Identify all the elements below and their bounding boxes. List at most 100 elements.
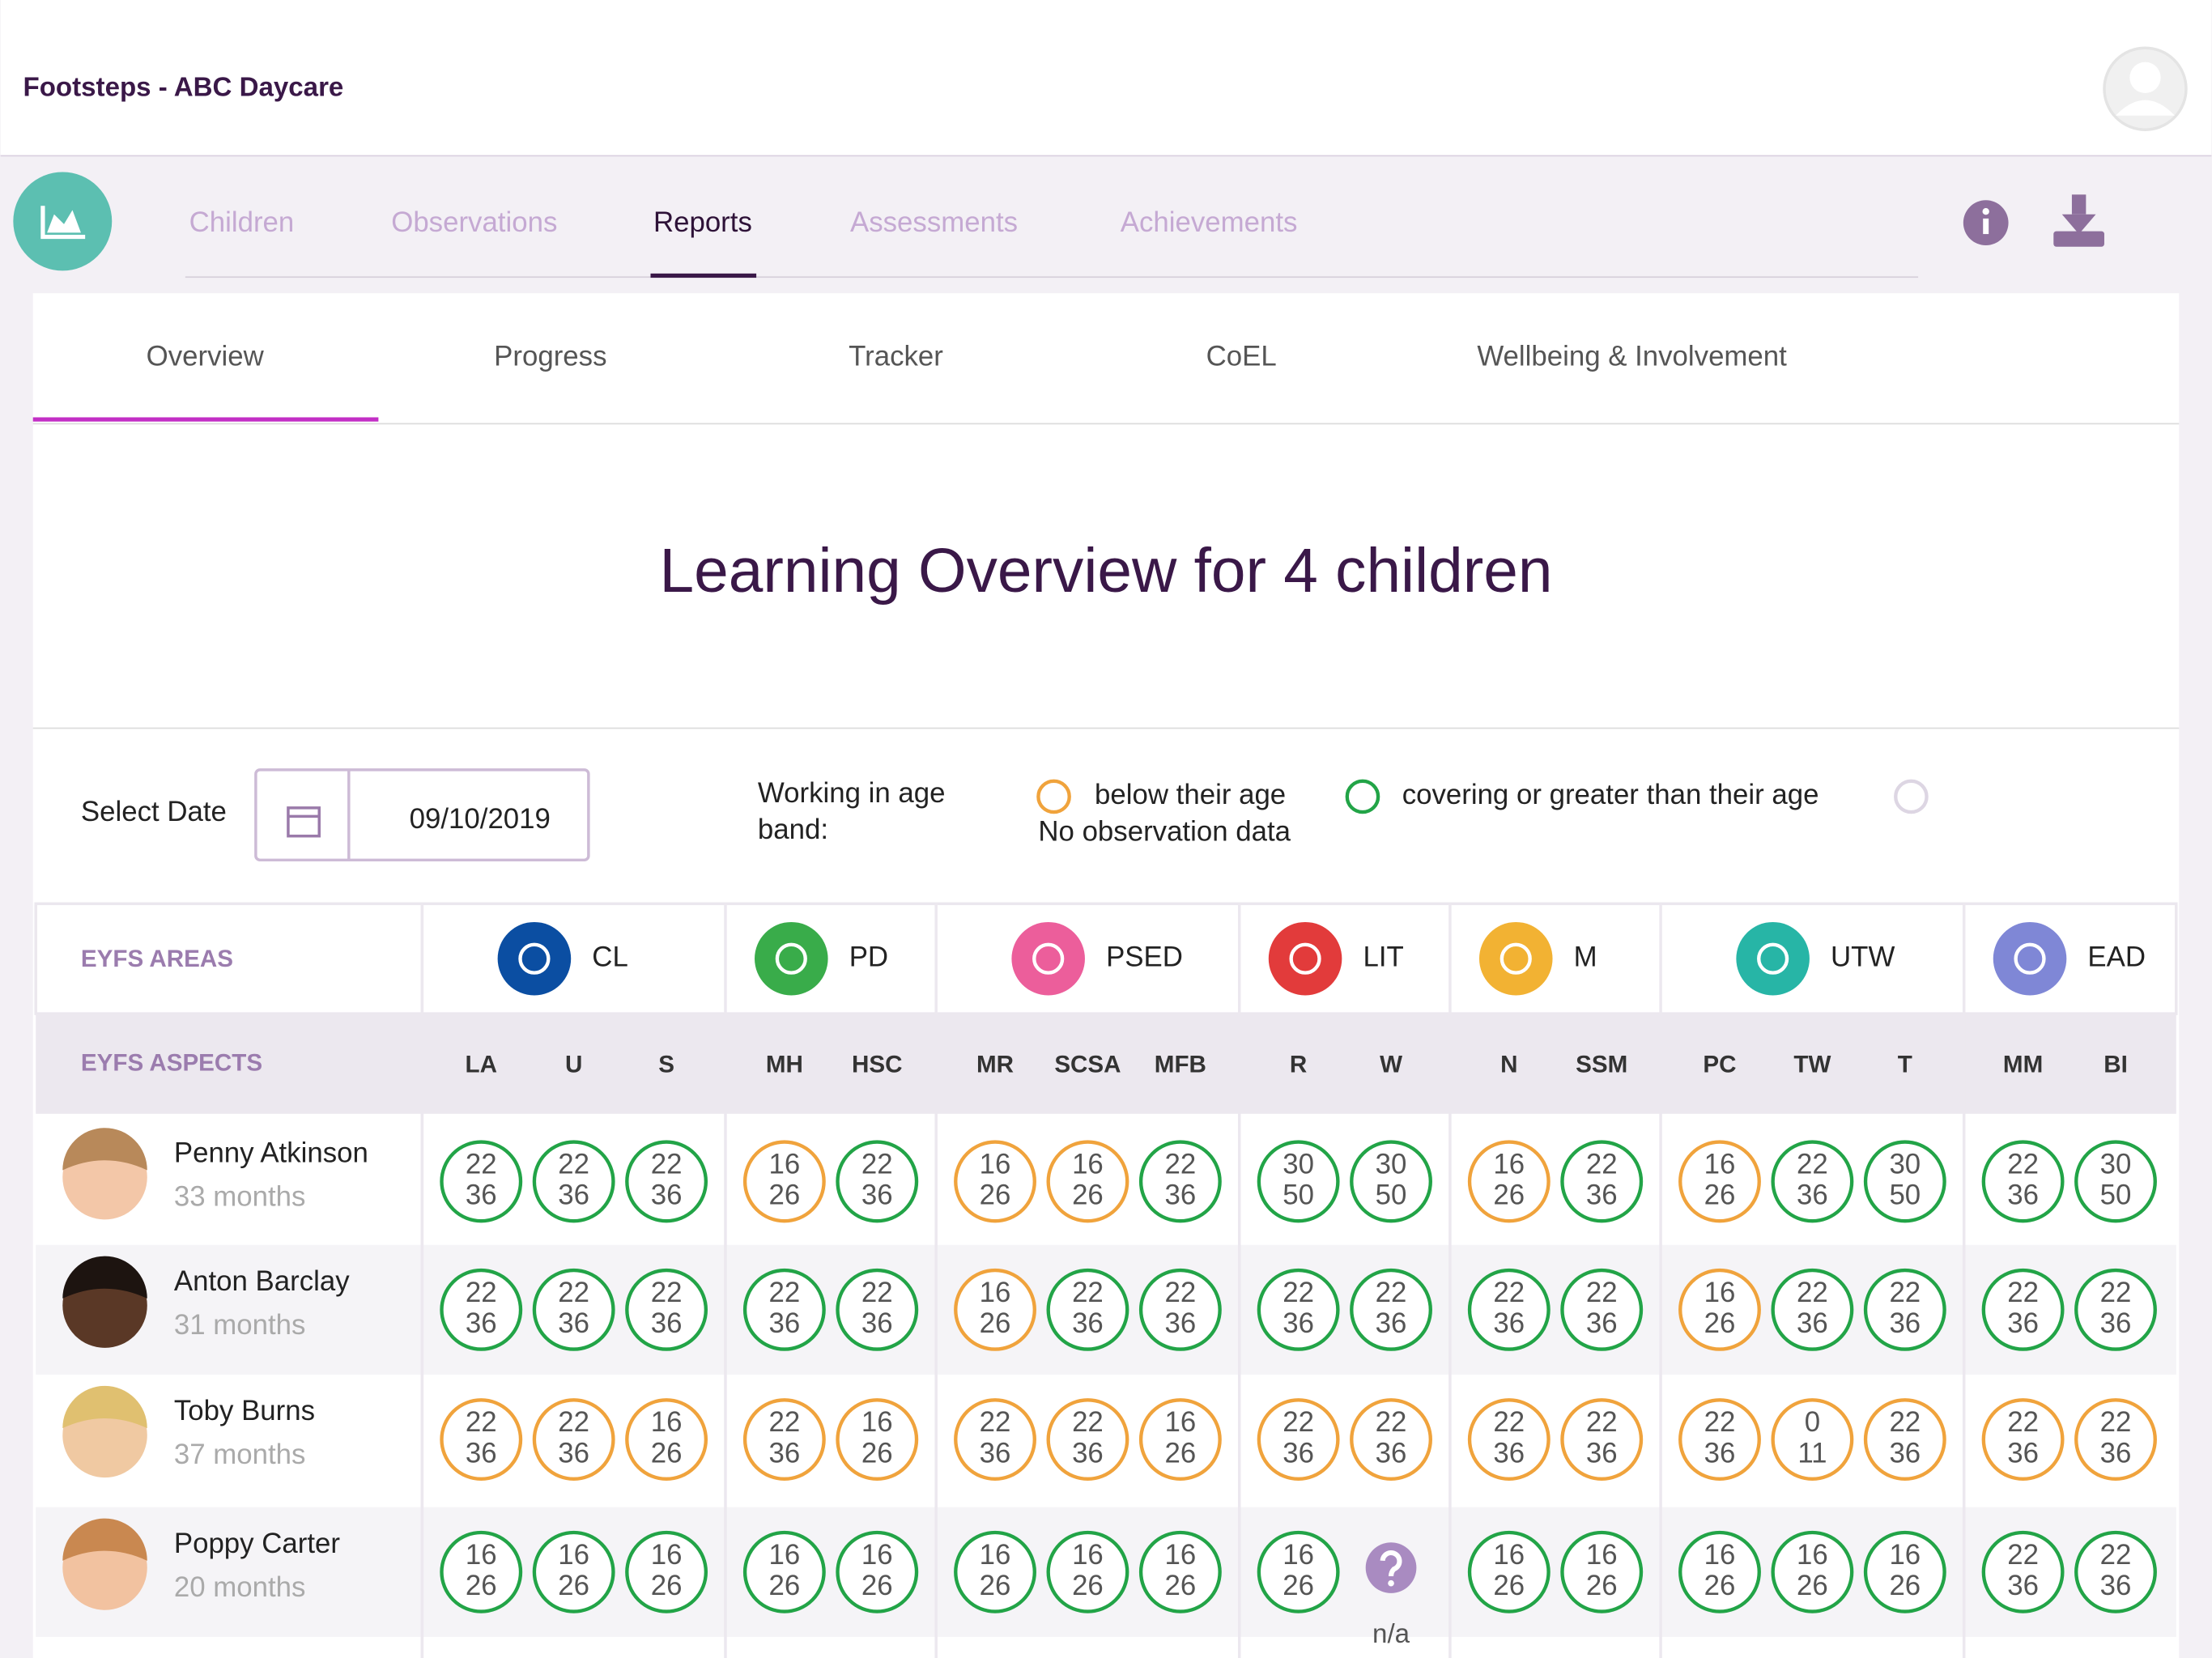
band-to: 36: [1072, 1437, 1104, 1469]
app-title: Footsteps - ABC Daycare: [23, 72, 344, 102]
band-circle: [742, 1530, 826, 1613]
band-to: 36: [1704, 1437, 1736, 1469]
band-from: 16: [1072, 1148, 1104, 1180]
band-from: 22: [1493, 1406, 1525, 1438]
child-age: 20 months: [174, 1571, 306, 1603]
area-icon: [1993, 921, 2067, 996]
info-button[interactable]: [1963, 200, 2009, 246]
band-circle: [1467, 1140, 1551, 1223]
band-from: 16: [861, 1406, 893, 1438]
band-from: 22: [558, 1148, 589, 1180]
band-circle: [1467, 1398, 1551, 1482]
band-to: 36: [861, 1307, 893, 1339]
subnav-tab[interactable]: Progress: [494, 341, 606, 372]
band-to: 36: [1493, 1437, 1525, 1469]
band-to: 26: [1164, 1437, 1196, 1469]
band-from: 22: [1586, 1148, 1618, 1180]
band-circle: [1863, 1530, 1946, 1613]
band-circle: [1257, 1268, 1340, 1351]
band-from: 22: [861, 1148, 893, 1180]
band-from: 22: [2007, 1406, 2039, 1438]
band-circle: [836, 1398, 919, 1482]
aspect-name: SSM: [1576, 1051, 1627, 1078]
subnav-tab[interactable]: Tracker: [849, 341, 943, 372]
area-icon-glyph: [1032, 942, 1065, 975]
band-to: 26: [651, 1437, 683, 1469]
band-from: 16: [1493, 1539, 1525, 1571]
band-to: 36: [2007, 1437, 2039, 1469]
nav-tab[interactable]: Reports: [653, 206, 752, 238]
band-circle: [532, 1268, 615, 1351]
child-age: 37 months: [174, 1439, 306, 1470]
band-circle: [2074, 1140, 2157, 1223]
band-to: 26: [861, 1437, 893, 1469]
cell-label: n/a: [1372, 1619, 1410, 1649]
band-circle: [532, 1530, 615, 1613]
band-circle: [1257, 1398, 1340, 1482]
area-name: CL: [592, 941, 628, 972]
nav-tab[interactable]: Children: [189, 206, 295, 238]
band-to: 26: [1586, 1570, 1618, 1601]
band-from: 22: [1072, 1277, 1104, 1308]
band-from: 22: [980, 1406, 1011, 1438]
band-from: 16: [466, 1539, 497, 1571]
band-to: 50: [1889, 1180, 1921, 1211]
band-circle: [1350, 1140, 1432, 1223]
area-name: PSED: [1106, 941, 1183, 972]
band-circle: [1350, 1398, 1432, 1482]
date-value[interactable]: 09/10/2019: [410, 803, 551, 835]
band-to: 50: [2100, 1180, 2132, 1211]
band-from: 22: [861, 1277, 893, 1308]
band-from: 22: [1164, 1277, 1196, 1308]
aspect-name: R: [1290, 1051, 1307, 1078]
band-to: 26: [768, 1180, 800, 1211]
band-circle: [1981, 1268, 2065, 1351]
band-to: 36: [1283, 1437, 1314, 1469]
aspects-label: EYFS ASPECTS: [81, 1050, 262, 1077]
area-icon-glyph: [518, 942, 551, 975]
band-circle: [742, 1140, 826, 1223]
area-name: UTW: [1831, 941, 1895, 972]
date-picker[interactable]: [254, 768, 590, 862]
band-from: 16: [1164, 1539, 1196, 1571]
band-to: 36: [2100, 1437, 2132, 1469]
band-to: 36: [651, 1307, 683, 1339]
aspect-name: BI: [2104, 1051, 2128, 1078]
band-to: 26: [980, 1307, 1011, 1339]
aspect-name: S: [658, 1051, 674, 1078]
download-button[interactable]: [2053, 194, 2104, 247]
profile-avatar[interactable]: [2103, 46, 2188, 131]
band-from: 16: [1072, 1539, 1104, 1571]
band-to: 11: [1797, 1437, 1827, 1469]
child-name: Poppy Carter: [174, 1528, 341, 1559]
band-from: 22: [1376, 1277, 1407, 1308]
band-from: 22: [1493, 1277, 1525, 1308]
aspect-name: HSC: [852, 1051, 902, 1078]
band-from: 22: [558, 1406, 589, 1438]
child-age: 33 months: [174, 1180, 306, 1212]
band-from: 22: [1376, 1406, 1407, 1438]
nav-tab[interactable]: Observations: [391, 206, 557, 238]
aspect-name: TW: [1793, 1051, 1831, 1078]
band-circle: [1046, 1398, 1129, 1482]
band-to: 36: [980, 1437, 1011, 1469]
band-to: 36: [2007, 1570, 2039, 1601]
avatar-hair: [62, 1385, 147, 1429]
aspect-name: LA: [466, 1051, 497, 1078]
nav-tab[interactable]: Achievements: [1121, 206, 1298, 238]
band-from: 22: [1889, 1277, 1921, 1308]
band-to: 36: [1283, 1307, 1314, 1339]
band-circle: [2074, 1268, 2157, 1351]
band-from: 22: [2007, 1539, 2039, 1571]
subnav-tab[interactable]: Wellbeing & Involvement: [1477, 341, 1787, 372]
nav-tab[interactable]: Assessments: [850, 206, 1018, 238]
band-from: 30: [2100, 1148, 2132, 1180]
band-to: 36: [1586, 1437, 1618, 1469]
subnav-tab[interactable]: Overview: [147, 341, 265, 372]
band-to: 50: [1283, 1180, 1314, 1211]
subnav-tab[interactable]: CoEL: [1206, 341, 1277, 372]
nav-active-underline: [650, 273, 757, 278]
band-to: 36: [1164, 1180, 1196, 1211]
area-icon: [497, 921, 572, 996]
band-from: 22: [2100, 1539, 2132, 1571]
